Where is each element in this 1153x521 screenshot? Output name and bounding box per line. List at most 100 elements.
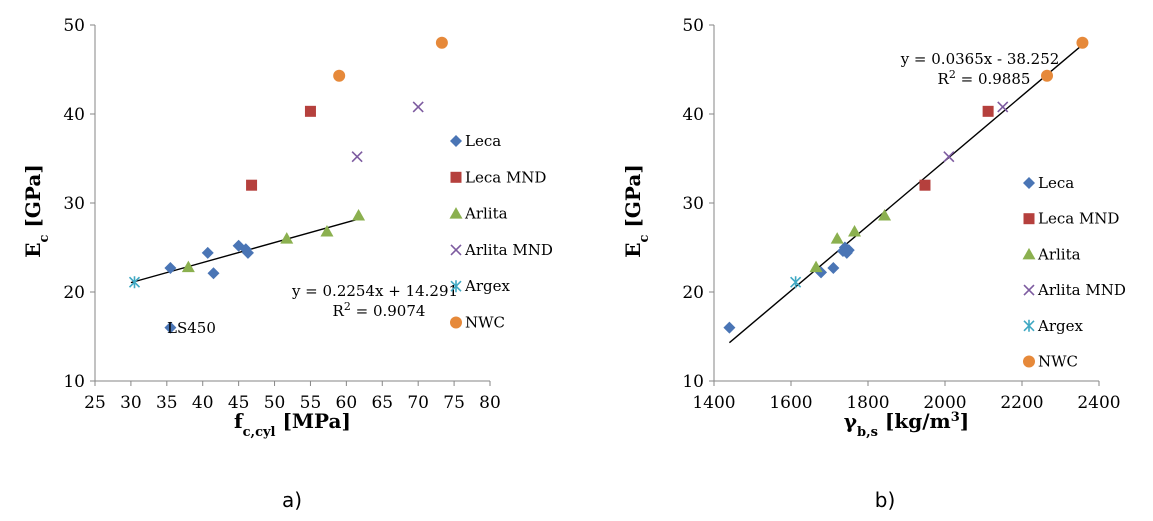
y-tick-label: 30 bbox=[63, 194, 85, 214]
legend-item-arlita: Arlita bbox=[1022, 245, 1081, 263]
x-tick-label: 2400 bbox=[1077, 393, 1120, 413]
x-tick-label: 50 bbox=[264, 393, 286, 413]
y-tick-label: 40 bbox=[682, 105, 704, 125]
y-axis-title: Ec [GPa] bbox=[21, 164, 52, 258]
x-tick-label: 30 bbox=[120, 393, 142, 413]
chart-panel-a: 10 20 30 40 50 25 30 35 40 45 50 55 60 65 70 75 80 y = 0.… bbox=[21, 16, 553, 512]
point-leca bbox=[207, 267, 220, 280]
trendline-equation: y = 0.0365x - 38.252 bbox=[900, 50, 1060, 68]
legend-label: Leca bbox=[465, 132, 501, 150]
y-tick-label: 10 bbox=[63, 372, 85, 392]
legend-marker-nwc bbox=[1023, 355, 1035, 368]
point-arlita bbox=[352, 208, 366, 221]
x-tick-label: 1400 bbox=[692, 393, 735, 413]
y-tick-label: 50 bbox=[63, 16, 85, 36]
point-leca-mnd bbox=[982, 105, 994, 117]
legend-item-nwc: NWC bbox=[450, 314, 505, 332]
point-arlita bbox=[830, 232, 844, 244]
legend-item-leca-mnd: Leca MND bbox=[450, 168, 546, 186]
point-arlita bbox=[181, 260, 195, 273]
panel-label: a) bbox=[282, 488, 302, 512]
legend-label: Arlita MND bbox=[464, 241, 553, 259]
legend-item-leca-mnd: Leca MND bbox=[1023, 210, 1119, 228]
legend-marker-argex bbox=[450, 280, 462, 293]
legend-item-arlita-mnd: Arlita MND bbox=[1023, 281, 1126, 299]
point-leca bbox=[164, 261, 177, 274]
y-tick-label: 50 bbox=[682, 16, 704, 36]
y-tick-label: 10 bbox=[682, 372, 704, 392]
point-leca bbox=[842, 244, 855, 257]
legend-item-leca: Leca bbox=[450, 132, 501, 150]
legend-marker-nwc bbox=[450, 316, 462, 329]
legend-marker-arlita-mnd bbox=[1023, 284, 1035, 296]
point-nwc bbox=[1076, 36, 1089, 49]
point-argex bbox=[790, 276, 802, 289]
point-arlita-mnd bbox=[412, 101, 424, 113]
point-leca bbox=[723, 321, 736, 334]
point-leca-mnd bbox=[246, 179, 258, 191]
point-arlita bbox=[848, 224, 862, 237]
x-tick-label: 65 bbox=[371, 393, 393, 413]
x-tick-label: 25 bbox=[84, 393, 106, 413]
trendline-equation: y = 0.2254x + 14.291 bbox=[291, 282, 458, 300]
legend-item-argex: Argex bbox=[450, 277, 510, 295]
y-tick-label: 20 bbox=[63, 283, 85, 303]
point-arlita bbox=[878, 208, 892, 221]
y-tick-label: 20 bbox=[682, 283, 704, 303]
legend-item-argex: Argex bbox=[1023, 317, 1083, 335]
legend-label: Arlita bbox=[1037, 245, 1081, 263]
legend-item-arlita: Arlita bbox=[449, 205, 508, 223]
legend-label: Arlita bbox=[464, 205, 508, 223]
legend-label: Arlita MND bbox=[1037, 281, 1126, 299]
legend-label: Leca MND bbox=[1038, 210, 1119, 228]
point-arlita-mnd bbox=[351, 151, 363, 163]
legend-label: NWC bbox=[465, 314, 505, 332]
x-tick-label: 35 bbox=[156, 393, 178, 413]
legend-marker-arlita bbox=[449, 207, 463, 219]
legend-marker-leca-mnd bbox=[1023, 213, 1035, 225]
x-tick-label: 70 bbox=[407, 393, 429, 413]
panel-label: b) bbox=[875, 488, 896, 512]
x-tick-label: 60 bbox=[336, 393, 358, 413]
legend-label: NWC bbox=[1038, 353, 1078, 371]
legend-item-arlita-mnd: Arlita MND bbox=[450, 241, 553, 259]
point-nwc bbox=[1041, 69, 1054, 82]
x-tick-label: 1800 bbox=[846, 393, 889, 413]
legend-item-leca: Leca bbox=[1023, 174, 1074, 192]
x-tick-label: 55 bbox=[300, 393, 322, 413]
point-leca bbox=[241, 246, 254, 259]
legend-marker-leca bbox=[450, 135, 462, 147]
point-leca bbox=[164, 321, 177, 334]
legend-marker-arlita-mnd bbox=[450, 244, 462, 256]
x-tick-label: 40 bbox=[192, 393, 214, 413]
legend-marker-leca-mnd bbox=[450, 171, 462, 183]
r-squared-label: R2 = 0.9885 bbox=[938, 68, 1031, 89]
legend-item-nwc: NWC bbox=[1023, 353, 1078, 371]
y-axis-title: Ec [GPa] bbox=[621, 164, 652, 258]
legend-label: Argex bbox=[464, 277, 510, 295]
y-tick-label: 30 bbox=[682, 194, 704, 214]
point-arlita-mnd bbox=[943, 151, 955, 163]
point-arlita-mnd bbox=[997, 101, 1009, 113]
legend-marker-argex bbox=[1023, 319, 1035, 332]
legend-marker-arlita bbox=[1022, 247, 1036, 260]
x-tick-label: 75 bbox=[443, 393, 465, 413]
legend-marker-leca bbox=[1023, 177, 1035, 189]
point-arlita bbox=[280, 232, 294, 244]
legend-label: Leca MND bbox=[465, 168, 546, 186]
trendline bbox=[728, 43, 1085, 344]
legend-label: Leca bbox=[1038, 174, 1074, 192]
x-tick-label: 2000 bbox=[923, 393, 966, 413]
ls450-annotation: LS450 bbox=[167, 319, 216, 337]
point-arlita bbox=[809, 260, 823, 273]
x-tick-label: 2200 bbox=[1000, 393, 1043, 413]
point-nwc bbox=[435, 36, 448, 49]
point-leca bbox=[201, 246, 214, 259]
x-tick-label: 45 bbox=[228, 393, 250, 413]
legend-label: Argex bbox=[1037, 317, 1083, 335]
point-arlita bbox=[320, 224, 334, 237]
point-nwc bbox=[333, 69, 346, 82]
point-leca-mnd bbox=[919, 179, 931, 191]
chart-panel-b: 10 20 30 40 50 1400 1600 1800 2000 2200 2400 y = 0.… bbox=[621, 16, 1126, 512]
